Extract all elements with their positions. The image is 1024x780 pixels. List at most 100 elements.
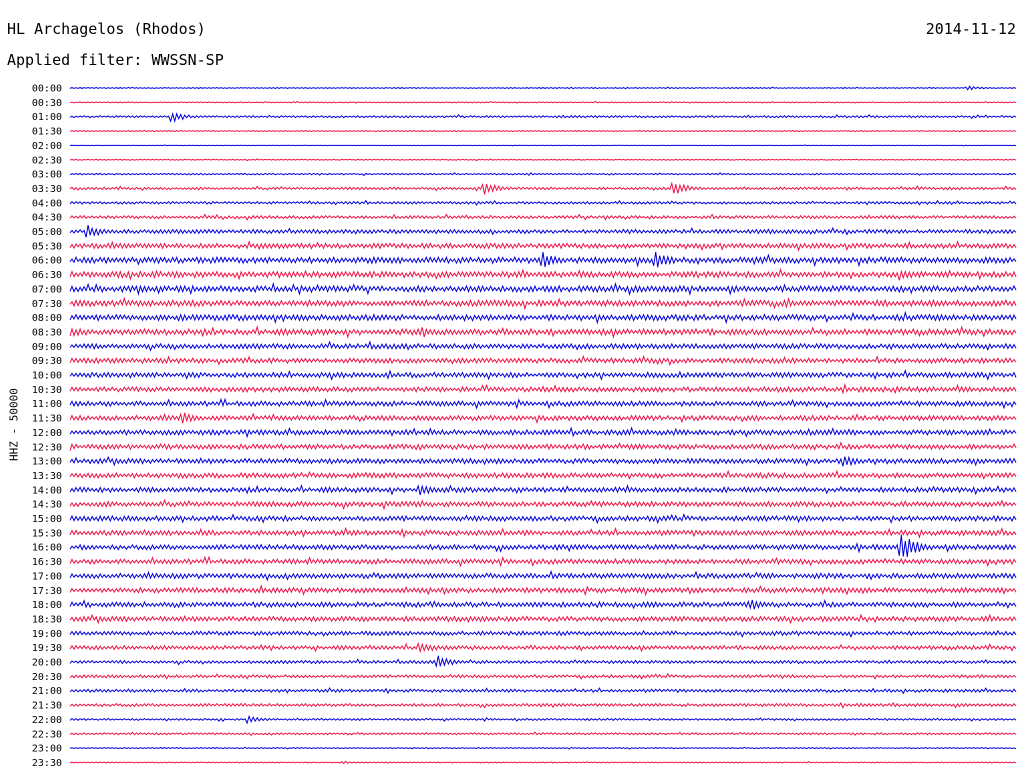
trace-label-1300: 13:00 — [32, 457, 62, 468]
trace-line-0500 — [69, 225, 1017, 238]
trace-label-0530: 05:30 — [32, 241, 62, 252]
trace-line-0900 — [69, 340, 1017, 352]
trace-line-1630 — [69, 555, 1017, 568]
trace-label-1200: 12:00 — [32, 428, 62, 439]
trace-line-1130 — [69, 412, 1017, 424]
trace-label-1730: 17:30 — [32, 586, 62, 597]
trace-label-0030: 00:30 — [32, 98, 62, 109]
trace-line-1400 — [69, 483, 1017, 496]
trace-line-0230 — [69, 158, 1017, 162]
trace-line-1230 — [69, 441, 1017, 452]
trace-line-1930 — [69, 641, 1017, 654]
trace-label-2100: 21:00 — [32, 686, 62, 697]
trace-label-2030: 20:30 — [32, 672, 62, 683]
trace-line-1900 — [69, 629, 1017, 638]
trace-label-1930: 19:30 — [32, 643, 62, 654]
trace-line-1800 — [69, 599, 1017, 610]
trace-line-0930 — [69, 354, 1017, 367]
trace-line-0600 — [69, 251, 1017, 268]
trace-label-0400: 04:00 — [32, 198, 62, 209]
trace-line-2200 — [69, 714, 1017, 725]
trace-line-0700 — [69, 281, 1017, 297]
trace-label-0100: 01:00 — [32, 112, 62, 123]
trace-label-0300: 03:00 — [32, 170, 62, 181]
trace-line-1300 — [69, 455, 1017, 467]
trace-line-0200 — [69, 144, 1017, 147]
trace-label-1400: 14:00 — [32, 485, 62, 496]
trace-label-1130: 11:30 — [32, 414, 62, 425]
trace-label-0830: 08:30 — [32, 327, 62, 338]
trace-line-1530 — [69, 526, 1017, 539]
trace-label-1230: 12:30 — [32, 442, 62, 453]
trace-line-2130 — [69, 701, 1017, 709]
trace-label-0230: 02:30 — [32, 155, 62, 166]
trace-label-2300: 23:00 — [32, 744, 62, 755]
trace-line-0000 — [69, 85, 1017, 91]
trace-line-1500 — [69, 513, 1017, 525]
trace-line-1830 — [69, 613, 1017, 625]
trace-line-0630 — [69, 267, 1017, 281]
trace-label-1330: 13:30 — [32, 471, 62, 482]
trace-label-2000: 20:00 — [32, 658, 62, 669]
trace-label-0600: 06:00 — [32, 256, 62, 267]
trace-line-2330 — [69, 760, 1017, 765]
trace-lines — [69, 85, 1017, 765]
trace-line-1030 — [69, 383, 1017, 395]
trace-line-0300 — [69, 172, 1017, 177]
trace-label-0930: 09:30 — [32, 356, 62, 367]
trace-label-1100: 11:00 — [32, 399, 62, 410]
trace-label-1600: 16:00 — [32, 543, 62, 554]
trace-line-1330 — [69, 469, 1017, 480]
date-label: 2014-11-12 — [925, 20, 1016, 38]
trace-label-1900: 19:00 — [32, 629, 62, 640]
trace-line-1430 — [69, 498, 1017, 511]
trace-label-2200: 22:00 — [32, 715, 62, 726]
trace-label-1500: 15:00 — [32, 514, 62, 525]
trace-line-2000 — [69, 655, 1017, 669]
trace-label-0000: 00:00 — [32, 84, 62, 95]
trace-label-0700: 07:00 — [32, 284, 62, 295]
trace-label-0430: 04:30 — [32, 213, 62, 224]
trace-labels: 00:00 00:30 01:00 01:30 02:00 02:30 03:00 03:30… — [32, 84, 62, 769]
trace-line-0130 — [69, 129, 1017, 133]
trace-label-0130: 01:30 — [32, 127, 62, 138]
trace-label-0800: 08:00 — [32, 313, 62, 324]
trace-label-1630: 16:30 — [32, 557, 62, 568]
trace-label-1830: 18:30 — [32, 614, 62, 625]
trace-label-2330: 23:30 — [32, 758, 62, 769]
station-title: HL Archagelos (Rhodos) — [7, 20, 206, 38]
trace-label-0630: 06:30 — [32, 270, 62, 281]
trace-label-1000: 10:00 — [32, 371, 62, 382]
trace-label-2230: 22:30 — [32, 729, 62, 740]
trace-label-0900: 09:00 — [32, 342, 62, 353]
filter-label: Applied filter: WWSSN-SP — [7, 51, 224, 69]
trace-line-0400 — [69, 199, 1017, 206]
trace-line-2230 — [69, 731, 1017, 737]
trace-line-1730 — [69, 584, 1017, 597]
trace-label-2130: 21:30 — [32, 701, 62, 712]
trace-line-2300 — [69, 746, 1017, 750]
trace-line-0330 — [69, 181, 1017, 195]
trace-line-1000 — [69, 369, 1017, 381]
trace-line-1600 — [69, 534, 1017, 558]
trace-line-0430 — [69, 213, 1017, 221]
trace-label-0730: 07:30 — [32, 299, 62, 310]
trace-line-0800 — [69, 310, 1017, 325]
trace-label-1430: 14:30 — [32, 500, 62, 511]
trace-line-0030 — [69, 100, 1017, 104]
trace-label-1700: 17:00 — [32, 571, 62, 582]
trace-line-0830 — [69, 325, 1017, 339]
trace-label-1800: 18:00 — [32, 600, 62, 611]
trace-label-1530: 15:30 — [32, 528, 62, 539]
trace-line-2030 — [69, 672, 1017, 680]
trace-line-0530 — [69, 240, 1017, 252]
trace-line-0730 — [69, 296, 1017, 311]
trace-line-1200 — [69, 426, 1017, 439]
trace-label-0330: 03:30 — [32, 184, 62, 195]
trace-line-1700 — [69, 569, 1017, 582]
trace-line-0100 — [69, 112, 1017, 124]
trace-line-1100 — [69, 397, 1017, 410]
trace-label-1030: 10:30 — [32, 385, 62, 396]
trace-label-0200: 02:00 — [32, 141, 62, 152]
